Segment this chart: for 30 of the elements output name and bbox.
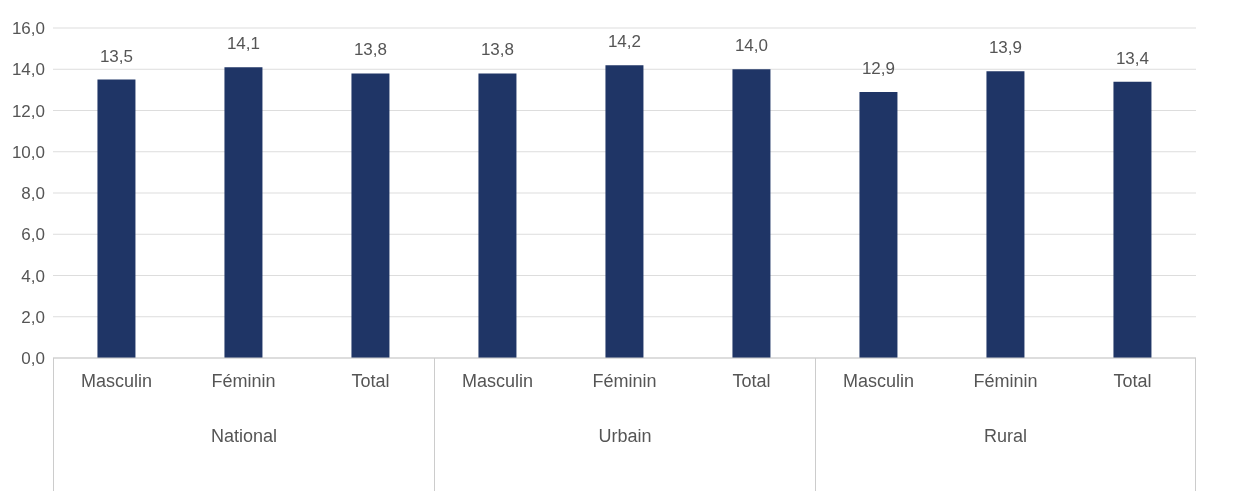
data-label: 13,8 [353, 40, 387, 60]
y-tick-label: 8,0 [21, 184, 45, 204]
x-tick-label: Masculin [80, 370, 153, 391]
x-tick-label: Total [1113, 370, 1152, 391]
y-tick-label: 16,0 [11, 19, 45, 39]
y-tick-label: 0,0 [21, 349, 45, 369]
x-tick-label: Masculin [842, 370, 915, 391]
y-tick-label: 10,0 [11, 142, 45, 162]
data-label: 14,0 [734, 36, 768, 56]
y-tick-label: 14,0 [11, 60, 45, 80]
x-tick-label: Masculin [461, 370, 534, 391]
x-tick-label: Féminin [973, 370, 1038, 391]
x-tick-label: Féminin [211, 370, 276, 391]
data-label: 13,9 [988, 38, 1022, 58]
data-label: 13,8 [480, 40, 514, 60]
text: Urbain [597, 426, 653, 447]
y-tick-label: 2,0 [21, 307, 45, 327]
text: National [209, 426, 278, 447]
data-label: 12,9 [861, 58, 895, 78]
data-label: 13,5 [99, 46, 133, 66]
x-tick-label: Total [351, 370, 390, 391]
data-label: 14,1 [226, 34, 260, 54]
x-tick-label: Féminin [592, 370, 657, 391]
text: Rural [983, 426, 1028, 447]
x-tick-label: Total [732, 370, 771, 391]
y-tick-label: 12,0 [11, 101, 45, 121]
y-tick-label: 4,0 [21, 266, 45, 286]
y-tick-label: 6,0 [21, 225, 45, 245]
data-label: 13,4 [1115, 48, 1149, 68]
data-label: 14,2 [607, 32, 641, 52]
